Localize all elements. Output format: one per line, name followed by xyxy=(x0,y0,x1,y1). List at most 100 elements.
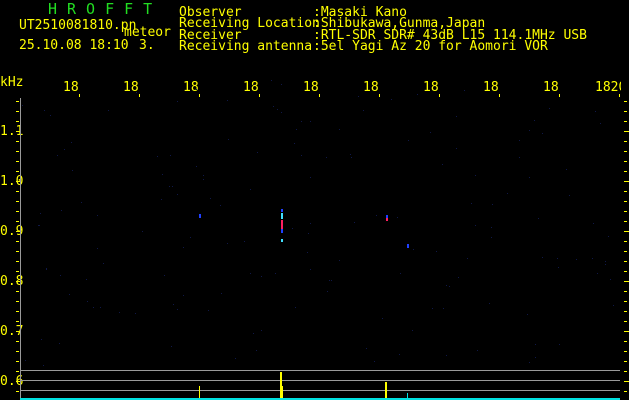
noise-dot xyxy=(103,263,104,264)
noise-dot xyxy=(210,198,211,199)
spectrum-peak xyxy=(282,386,283,398)
noise-dot xyxy=(177,309,178,310)
x-tick xyxy=(139,94,140,97)
y-tick xyxy=(16,311,19,312)
noise-dot xyxy=(354,222,355,223)
noise-dot xyxy=(97,215,98,216)
noise-dot xyxy=(60,275,61,276)
noise-dot xyxy=(136,92,137,93)
y-tick xyxy=(16,201,19,202)
y-tick xyxy=(16,341,19,342)
noise-dot xyxy=(296,129,297,130)
y-tick xyxy=(16,141,19,142)
noise-dot xyxy=(183,247,184,248)
x-tick xyxy=(259,94,260,97)
y-tick xyxy=(624,341,627,342)
x-tick-label: 1820 xyxy=(595,80,621,95)
y-tick xyxy=(16,391,19,392)
noise-dot xyxy=(61,210,62,211)
noise-dot xyxy=(507,193,508,194)
noise-dot xyxy=(538,218,539,219)
y-tick xyxy=(624,171,627,172)
y-tick xyxy=(624,131,629,132)
x-tick-label: 1816 xyxy=(363,80,379,95)
noise-dot xyxy=(391,99,392,100)
noise-dot xyxy=(363,110,364,111)
noise-dot xyxy=(559,344,560,345)
x-tick-label: 1815 xyxy=(303,80,319,95)
noise-dot xyxy=(50,115,51,116)
noise-dot xyxy=(350,154,351,155)
y-tick xyxy=(16,261,19,262)
x-tick-label: 1811 xyxy=(63,80,79,95)
y-tick xyxy=(16,251,19,252)
noise-dot xyxy=(25,360,26,361)
noise-dot xyxy=(529,177,530,178)
y-tick xyxy=(624,211,627,212)
signal-trace xyxy=(281,213,283,219)
noise-dot xyxy=(477,350,478,351)
noise-dot xyxy=(326,157,327,158)
noise-dot xyxy=(446,355,447,356)
noise-dot xyxy=(275,273,276,274)
noise-dot xyxy=(597,273,598,274)
noise-dot xyxy=(413,249,414,250)
x-tick xyxy=(379,94,380,97)
x-tick xyxy=(199,94,200,97)
x-tick-label: 1819 xyxy=(543,80,559,95)
noise-dot xyxy=(331,280,332,281)
noise-dot xyxy=(177,101,178,102)
noise-dot xyxy=(605,261,606,262)
noise-dot xyxy=(535,344,536,345)
noise-dot xyxy=(173,304,174,305)
noise-dot xyxy=(475,175,476,176)
noise-dot xyxy=(492,204,493,205)
y-tick xyxy=(624,201,627,202)
noise-dot xyxy=(87,301,88,302)
noise-dot xyxy=(227,100,228,101)
y-tick xyxy=(16,301,19,302)
y-tick xyxy=(624,121,627,122)
noise-dot xyxy=(183,295,184,296)
noise-dot xyxy=(171,346,172,347)
signal-trace xyxy=(281,220,283,229)
noise-dot xyxy=(308,233,309,234)
noise-dot xyxy=(442,164,443,165)
noise-dot xyxy=(261,330,262,331)
noise-dot xyxy=(43,365,44,366)
y-tick xyxy=(624,271,627,272)
x-tick xyxy=(619,94,620,97)
grid-line xyxy=(20,370,620,371)
y-tick xyxy=(16,171,19,172)
noise-dot xyxy=(412,330,413,331)
noise-dot xyxy=(329,280,330,281)
y-tick xyxy=(16,191,19,192)
y-tick xyxy=(16,291,19,292)
noise-dot xyxy=(44,110,45,111)
noise-dot xyxy=(593,223,594,224)
noise-dot xyxy=(382,318,383,319)
noise-dot xyxy=(72,170,73,171)
antenna-label: Receiving antenna xyxy=(179,40,312,53)
spectrum-peak xyxy=(199,386,200,398)
y-tick xyxy=(624,331,629,332)
noise-dot xyxy=(446,285,447,286)
noise-dot xyxy=(491,237,492,238)
noise-dot xyxy=(203,175,204,176)
y-tick xyxy=(16,361,19,362)
noise-dot xyxy=(339,129,340,130)
noise-dot xyxy=(273,106,274,107)
noise-dot xyxy=(235,358,236,359)
noise-dot xyxy=(86,279,87,280)
y-tick xyxy=(624,311,627,312)
noise-dot xyxy=(358,96,359,97)
x-unit-label: kHz xyxy=(0,76,23,89)
y-tick xyxy=(624,381,629,382)
noise-dot xyxy=(351,157,352,158)
noise-dot xyxy=(228,139,229,140)
noise-dot xyxy=(376,215,377,216)
x-tick xyxy=(79,94,80,97)
noise-dot xyxy=(542,257,543,258)
noise-dot xyxy=(119,312,120,313)
noise-dot xyxy=(244,241,245,242)
